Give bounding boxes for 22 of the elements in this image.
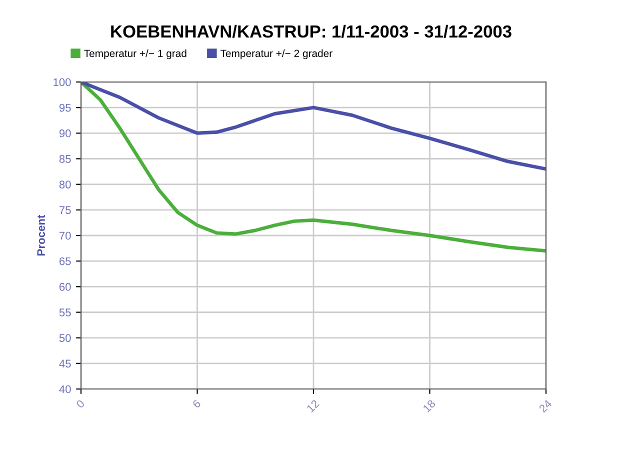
y-tick-label: 40 <box>59 385 71 394</box>
legend-label: Temperatur +/− 2 grader <box>220 49 332 60</box>
y-tick-label: 100 <box>54 78 71 86</box>
y-tick-label: 55 <box>59 308 71 316</box>
x-tick-label: 0 <box>76 399 85 409</box>
chart-title: KOEBENHAVN/KASTRUP: 1/11-2003 - 31/12-2003 <box>111 24 512 38</box>
y-tick-label: 75 <box>59 206 71 214</box>
y-tick-label: 90 <box>59 129 71 138</box>
y-tick-label: 70 <box>59 232 71 240</box>
legend-label: Temperatur +/− 1 grad <box>84 49 186 60</box>
y-tick-label: 80 <box>59 180 71 188</box>
x-tick-label: 18 <box>422 399 436 413</box>
y-axis-title: Procent <box>37 214 45 256</box>
y-tick-label: 45 <box>59 360 71 368</box>
y-tick-label: 50 <box>59 334 71 342</box>
x-tick-label: 6 <box>192 399 202 408</box>
y-tick-label: 95 <box>59 104 71 112</box>
y-tick-label: 60 <box>59 282 71 291</box>
x-tick-label: 12 <box>306 399 320 413</box>
y-tick-label: 85 <box>59 155 71 163</box>
y-tick-label: 65 <box>59 257 71 266</box>
x-tick-label: 24 <box>538 399 552 413</box>
